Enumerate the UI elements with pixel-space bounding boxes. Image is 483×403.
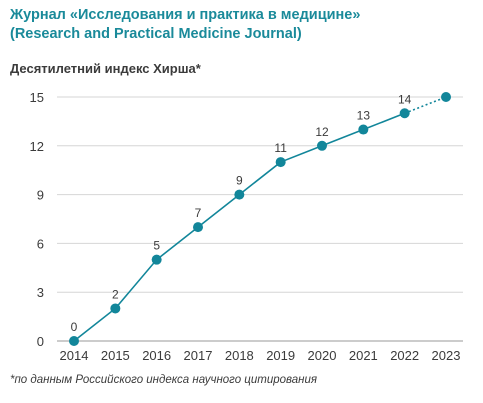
data-label: 0 bbox=[71, 320, 78, 334]
chart-subtitle: Десятилетний индекс Хирша* bbox=[10, 61, 201, 76]
y-tick-label: 0 bbox=[37, 334, 44, 349]
x-tick-label: 2018 bbox=[225, 348, 254, 363]
data-point bbox=[399, 108, 410, 119]
x-tick-label: 2017 bbox=[184, 348, 213, 363]
series-projection-line bbox=[404, 96, 447, 115]
y-tick-label: 3 bbox=[37, 285, 44, 300]
data-point bbox=[275, 157, 286, 168]
x-tick-label: 2022 bbox=[390, 348, 419, 363]
footnote: *по данным Российского индекса научного … bbox=[10, 374, 318, 386]
data-point bbox=[110, 303, 121, 314]
x-tick-label: 2014 bbox=[60, 348, 89, 363]
data-point bbox=[317, 140, 327, 151]
y-tick-label: 12 bbox=[30, 139, 44, 154]
data-label: 14 bbox=[398, 92, 412, 106]
data-point bbox=[358, 124, 369, 135]
y-tick-label: 9 bbox=[37, 188, 44, 203]
x-tick-label: 2021 bbox=[349, 348, 378, 363]
y-tick-label: 15 bbox=[30, 90, 44, 105]
data-point bbox=[234, 189, 245, 200]
x-tick-label: 2016 bbox=[142, 348, 171, 363]
data-label: 2 bbox=[112, 287, 119, 301]
data-point bbox=[441, 92, 451, 102]
data-label: 12 bbox=[315, 125, 329, 139]
x-tick-label: 2023 bbox=[432, 348, 461, 363]
data-label: 5 bbox=[153, 239, 160, 253]
chart-title: Журнал «Исследования и практика в медици… bbox=[10, 6, 475, 44]
x-tick-label: 2020 bbox=[308, 348, 337, 363]
title-line-1: Журнал «Исследования и практика в медици… bbox=[10, 7, 361, 23]
x-tick-label: 2015 bbox=[101, 348, 130, 363]
data-point bbox=[69, 336, 79, 346]
x-tick-label: 2019 bbox=[266, 348, 295, 363]
data-label: 11 bbox=[274, 141, 287, 155]
data-label: 13 bbox=[357, 109, 371, 123]
data-point bbox=[193, 222, 203, 233]
title-line-2: (Research and Practical Medicine Journal… bbox=[10, 26, 302, 42]
y-tick-label: 6 bbox=[37, 236, 44, 251]
data-label: 7 bbox=[195, 206, 202, 220]
data-point bbox=[151, 254, 162, 265]
series-line bbox=[73, 112, 405, 342]
data-label: 9 bbox=[236, 174, 243, 188]
